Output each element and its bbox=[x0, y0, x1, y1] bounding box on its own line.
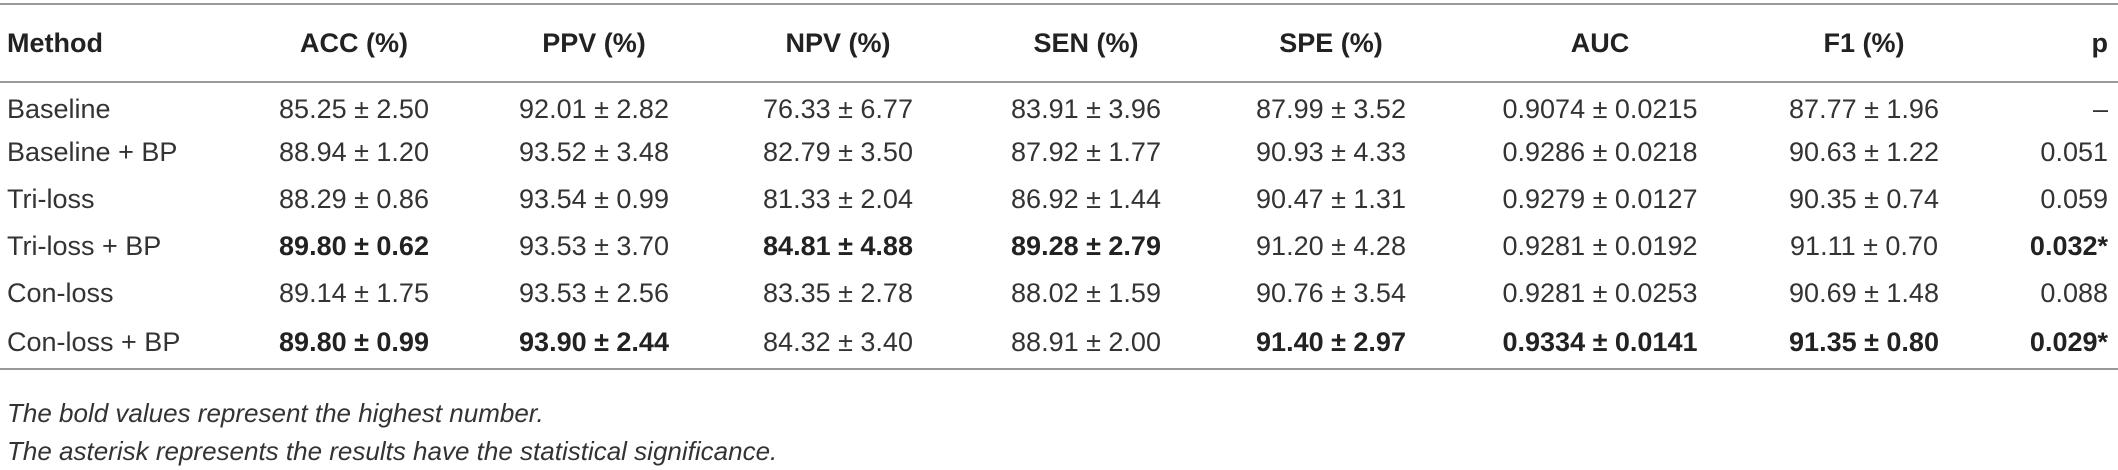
table-cell: 81.33 ± 2.04 bbox=[763, 184, 913, 214]
table-row: Tri-loss 88.29 ± 0.86 93.54 ± 0.99 81.33 ± … bbox=[0, 176, 2118, 223]
table-cell: 87.99 ± 3.52 bbox=[1256, 93, 1406, 124]
table-cell: Con-loss + BP bbox=[7, 327, 181, 357]
notes: The bold values represent the highest nu… bbox=[7, 394, 777, 470]
table-row: Con-loss 89.14 ± 1.75 93.53 ± 2.56 83.35 ± … bbox=[0, 270, 2118, 317]
table-cell: 0.029* bbox=[2029, 327, 2108, 357]
table-cell: 0.9281 ± 0.0253 bbox=[1502, 278, 1698, 308]
header-cell: p bbox=[2091, 27, 2109, 58]
table-cell: 93.53 ± 2.56 bbox=[519, 278, 669, 308]
note: The bold values represent the highest nu… bbox=[7, 398, 544, 428]
table-cell: 89.80 ± 0.99 bbox=[279, 327, 429, 357]
table-cell: 88.02 ± 1.59 bbox=[1011, 278, 1161, 308]
table-cell: 93.90 ± 2.44 bbox=[519, 327, 669, 357]
table-header: Method ACC (%) PPV (%) NPV (%) SEN (%) SPE (%… bbox=[0, 4, 2118, 82]
table-cell: 90.69 ± 1.48 bbox=[1789, 278, 1939, 308]
table-cell: 0.9074 ± 0.0215 bbox=[1502, 93, 1698, 124]
header-cell: AUC bbox=[1570, 27, 1630, 58]
table-cell: 89.28 ± 2.79 bbox=[1011, 231, 1161, 261]
table-cell: 0.032* bbox=[2029, 231, 2108, 261]
table-cell: 83.91 ± 3.96 bbox=[1011, 93, 1161, 124]
table-cell: 93.53 ± 3.70 bbox=[519, 231, 669, 261]
table-cell: 83.35 ± 2.78 bbox=[763, 278, 913, 308]
header-cell: SPE (%) bbox=[1279, 27, 1383, 58]
table-cell: 90.47 ± 1.31 bbox=[1256, 184, 1406, 214]
table-cell: – bbox=[2092, 93, 2108, 124]
table-cell: Tri-loss bbox=[7, 184, 95, 214]
table-cell: 92.01 ± 2.82 bbox=[519, 93, 669, 124]
table-cell: 0.9286 ± 0.0218 bbox=[1502, 137, 1698, 167]
table-cell: 0.059 bbox=[2040, 184, 2108, 214]
table-cell: 84.81 ± 4.88 bbox=[763, 231, 913, 261]
table-cell: 82.79 ± 3.50 bbox=[763, 137, 913, 167]
results-table: Method ACC (%) PPV (%) NPV (%) SEN (%) SPE (%… bbox=[0, 3, 2118, 370]
table-cell: 91.35 ± 0.80 bbox=[1789, 327, 1939, 357]
table-cell: 0.9334 ± 0.0141 bbox=[1502, 327, 1698, 357]
table-cell: Tri-loss + BP bbox=[7, 231, 162, 261]
table-cell: 0.9279 ± 0.0127 bbox=[1502, 184, 1698, 214]
table-body: Baseline 85.25 ± 2.50 92.01 ± 2.82 76.33 ± … bbox=[0, 82, 2118, 369]
table-cell: 0.088 bbox=[2040, 278, 2108, 308]
table-cell: Baseline bbox=[7, 93, 111, 124]
table-row: Baseline 85.25 ± 2.50 92.01 ± 2.82 76.33 ± … bbox=[0, 82, 2118, 129]
table-row: Baseline + BP 88.94 ± 1.20 93.52 ± 3.48 82.… bbox=[0, 129, 2118, 176]
table-cell: 89.14 ± 1.75 bbox=[279, 278, 429, 308]
header-cell: F1 (%) bbox=[1823, 27, 1905, 58]
table-cell: Con-loss bbox=[7, 278, 114, 308]
table-cell: 87.92 ± 1.77 bbox=[1011, 137, 1161, 167]
table-cell: 89.80 ± 0.62 bbox=[279, 231, 429, 261]
table-cell: 90.93 ± 4.33 bbox=[1256, 137, 1406, 167]
table-cell: 90.35 ± 0.74 bbox=[1789, 184, 1939, 214]
table-row: Tri-loss + BP 89.80 ± 0.62 93.53 ± 3.70 84.… bbox=[0, 223, 2118, 270]
table-cell: 86.92 ± 1.44 bbox=[1011, 184, 1161, 214]
table-cell: 88.94 ± 1.20 bbox=[279, 137, 429, 167]
table-cell: 90.63 ± 1.22 bbox=[1789, 137, 1939, 167]
table-cell: 91.20 ± 4.28 bbox=[1256, 231, 1406, 261]
table-cell: Baseline + BP bbox=[7, 137, 178, 167]
table-cell: 87.77 ± 1.96 bbox=[1789, 93, 1939, 124]
header-row: Method ACC (%) PPV (%) NPV (%) SEN (%) SPE (%… bbox=[0, 4, 2118, 82]
table-cell: 88.91 ± 2.00 bbox=[1011, 327, 1161, 357]
table-cell: 0.9281 ± 0.0192 bbox=[1502, 231, 1698, 261]
header-cell: NPV (%) bbox=[785, 27, 891, 58]
note: The asterisk represents the results have… bbox=[7, 436, 778, 466]
table-cell: 91.40 ± 2.97 bbox=[1256, 327, 1406, 357]
table-cell: 88.29 ± 0.86 bbox=[279, 184, 429, 214]
table-cell: 93.52 ± 3.48 bbox=[519, 137, 669, 167]
header-cell: ACC (%) bbox=[300, 27, 408, 58]
table-cell: 85.25 ± 2.50 bbox=[279, 93, 429, 124]
table-cell: 84.32 ± 3.40 bbox=[763, 327, 913, 357]
header-cell: PPV (%) bbox=[542, 27, 646, 58]
header-cell: SEN (%) bbox=[1033, 27, 1139, 58]
header-cell: Method bbox=[7, 27, 103, 58]
table-cell: 76.33 ± 6.77 bbox=[763, 93, 913, 124]
table-cell: 0.051 bbox=[2040, 137, 2108, 167]
table-cell: 93.54 ± 0.99 bbox=[519, 184, 669, 214]
table-cell: 91.11 ± 0.70 bbox=[1790, 231, 1938, 261]
table-row: Con-loss + BP 89.80 ± 0.99 93.90 ± 2.44 84.… bbox=[0, 317, 2118, 369]
table-cell: 90.76 ± 3.54 bbox=[1256, 278, 1406, 308]
